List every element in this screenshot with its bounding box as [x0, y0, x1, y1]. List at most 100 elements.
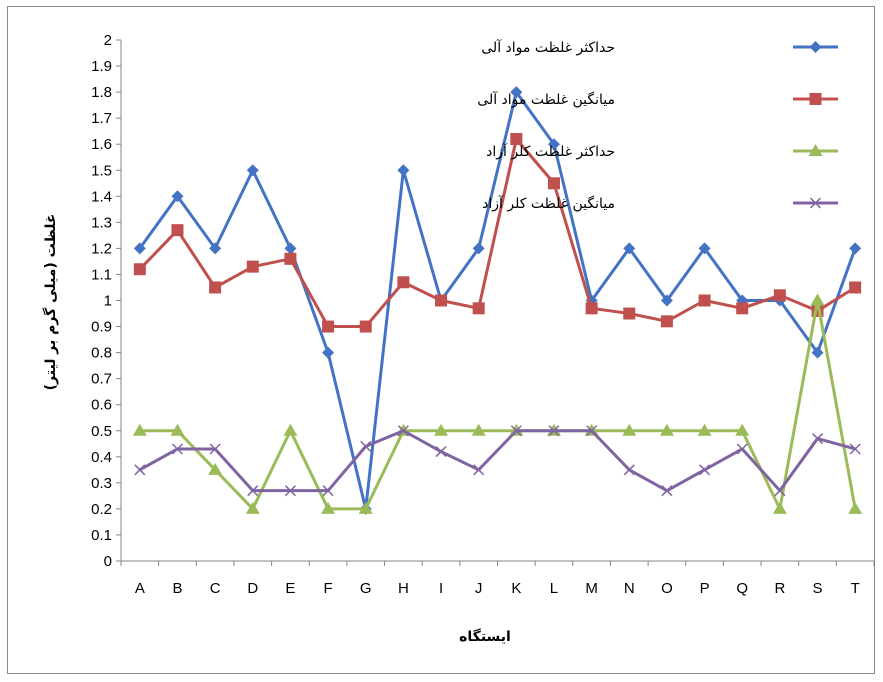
data-point — [547, 138, 560, 151]
data-point — [774, 485, 786, 497]
data-point — [397, 164, 410, 177]
data-point — [435, 446, 447, 458]
data-point — [772, 501, 787, 514]
data-point — [322, 485, 334, 497]
series-2 — [133, 132, 862, 333]
data-point — [359, 320, 372, 333]
y-tick-label: 0.7 — [91, 371, 112, 388]
axes — [116, 39, 875, 566]
y-tick-label: 0.6 — [91, 397, 112, 414]
data-point — [170, 423, 185, 436]
data-point — [661, 485, 673, 497]
legend-entry: حداکثر غلظت کلر آزاد — [486, 143, 838, 160]
x-tick-label: D — [247, 580, 258, 597]
data-point — [699, 464, 711, 476]
data-point — [171, 443, 184, 455]
data-point — [133, 263, 146, 276]
data-point — [247, 485, 259, 497]
x-tick-label: P — [700, 580, 710, 597]
chart-frame: 0 0.1 0.2 0.3 0.4 0.5 0.6 0.7 0.8 0.9 1 1.1 1.2 1.3 1.… — [7, 6, 875, 674]
y-axis-title: غلظت (میلی گرم بر لیتر) — [42, 214, 59, 391]
y-tick-label: 1.4 — [91, 188, 112, 205]
data-point — [208, 462, 223, 475]
line-chart: 0 0.1 0.2 0.3 0.4 0.5 0.6 0.7 0.8 0.9 1 1.1 1.2 1.3 1.… — [42, 32, 875, 645]
legend-marker — [809, 197, 822, 209]
data-point — [510, 425, 522, 437]
legend-entry: میانگین غلظت کلر آزاد — [482, 195, 838, 212]
series-1 — [133, 86, 862, 515]
y-tick-label: 0.2 — [91, 501, 112, 518]
x-tick-label: T — [851, 580, 860, 597]
data-point — [360, 440, 372, 452]
x-axis-title: ایستگاه — [459, 628, 511, 645]
legend-entry: حداکثر غلظت مواد آلی — [481, 39, 838, 56]
y-tick-label: 0.8 — [91, 345, 112, 362]
data-point — [623, 307, 636, 320]
data-point — [510, 86, 523, 99]
data-point — [284, 252, 297, 265]
data-point — [623, 242, 636, 255]
data-point — [810, 293, 825, 306]
legend-marker — [808, 144, 823, 156]
x-tick-label: A — [135, 580, 145, 597]
y-tick-label: 1.5 — [91, 162, 112, 179]
x-tick-label: J — [475, 580, 483, 597]
legend-marker — [809, 41, 822, 53]
x-tick-label: C — [210, 580, 221, 597]
data-point — [171, 224, 184, 237]
x-tick-label: R — [774, 580, 785, 597]
x-tick-label: I — [439, 580, 443, 597]
data-point — [358, 501, 373, 514]
data-point — [510, 132, 523, 145]
data-point — [660, 315, 673, 328]
data-point — [547, 177, 560, 190]
data-point — [209, 443, 221, 455]
y-tick-label: 1.7 — [91, 110, 112, 127]
data-point — [322, 320, 335, 333]
data-point — [849, 443, 861, 455]
x-tick-label: O — [661, 580, 673, 597]
y-tick-label: 1.9 — [91, 58, 112, 75]
data-point — [811, 346, 824, 359]
data-point — [472, 242, 485, 255]
data-point — [848, 501, 863, 514]
data-point — [735, 423, 750, 436]
x-tick-label: G — [360, 580, 372, 597]
data-point — [245, 501, 260, 514]
x-tick-label: K — [511, 580, 521, 597]
y-tick-label: 1.8 — [91, 84, 112, 101]
y-tick-label: 0.1 — [91, 527, 112, 544]
legend-label: میانگین غلظت مواد آلی — [477, 91, 615, 108]
legend-label: میانگین غلظت کلر آزاد — [482, 195, 615, 212]
data-point — [473, 464, 485, 476]
x-tick-label: B — [172, 580, 182, 597]
data-point — [321, 501, 336, 514]
x-tick-label: L — [550, 580, 558, 597]
data-point — [322, 346, 335, 359]
data-point — [133, 242, 146, 255]
x-tick-label: M — [585, 580, 598, 597]
y-tick-label: 0.4 — [91, 449, 112, 466]
data-point — [849, 281, 862, 294]
data-point — [698, 242, 711, 255]
series-4 — [134, 425, 861, 497]
legend-label: حداکثر غلظت کلر آزاد — [486, 143, 615, 160]
y-tick-label: 0 — [104, 553, 112, 570]
series-layer — [132, 86, 863, 515]
y-tick-label: 0.9 — [91, 319, 112, 336]
data-point — [697, 423, 712, 436]
data-point — [849, 242, 862, 255]
y-tick-label: 1.3 — [91, 214, 112, 231]
data-point — [246, 260, 259, 273]
series-line — [139, 429, 856, 493]
data-point — [659, 423, 674, 436]
data-point — [811, 433, 824, 445]
y-tick-label: 0.3 — [91, 475, 112, 492]
data-point — [622, 423, 637, 436]
data-point — [171, 190, 184, 203]
data-point — [623, 464, 635, 476]
data-point — [736, 302, 749, 315]
data-point — [660, 294, 673, 307]
data-point — [736, 443, 748, 455]
legend: حداکثر غلظت مواد آلی میانگین غلظت مواد آل… — [477, 39, 838, 212]
